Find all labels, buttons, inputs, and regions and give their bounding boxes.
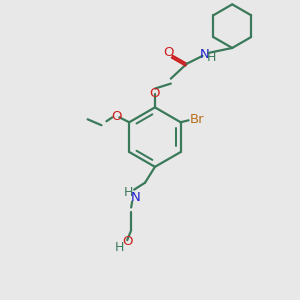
Text: O: O xyxy=(111,110,122,123)
Text: N: N xyxy=(130,191,140,204)
Text: O: O xyxy=(150,87,160,100)
Text: N: N xyxy=(200,48,209,62)
Text: Br: Br xyxy=(190,113,205,126)
Text: O: O xyxy=(122,235,133,248)
Text: H: H xyxy=(124,186,133,199)
Text: H: H xyxy=(207,51,216,64)
Text: O: O xyxy=(164,46,174,59)
Text: H: H xyxy=(115,241,124,254)
